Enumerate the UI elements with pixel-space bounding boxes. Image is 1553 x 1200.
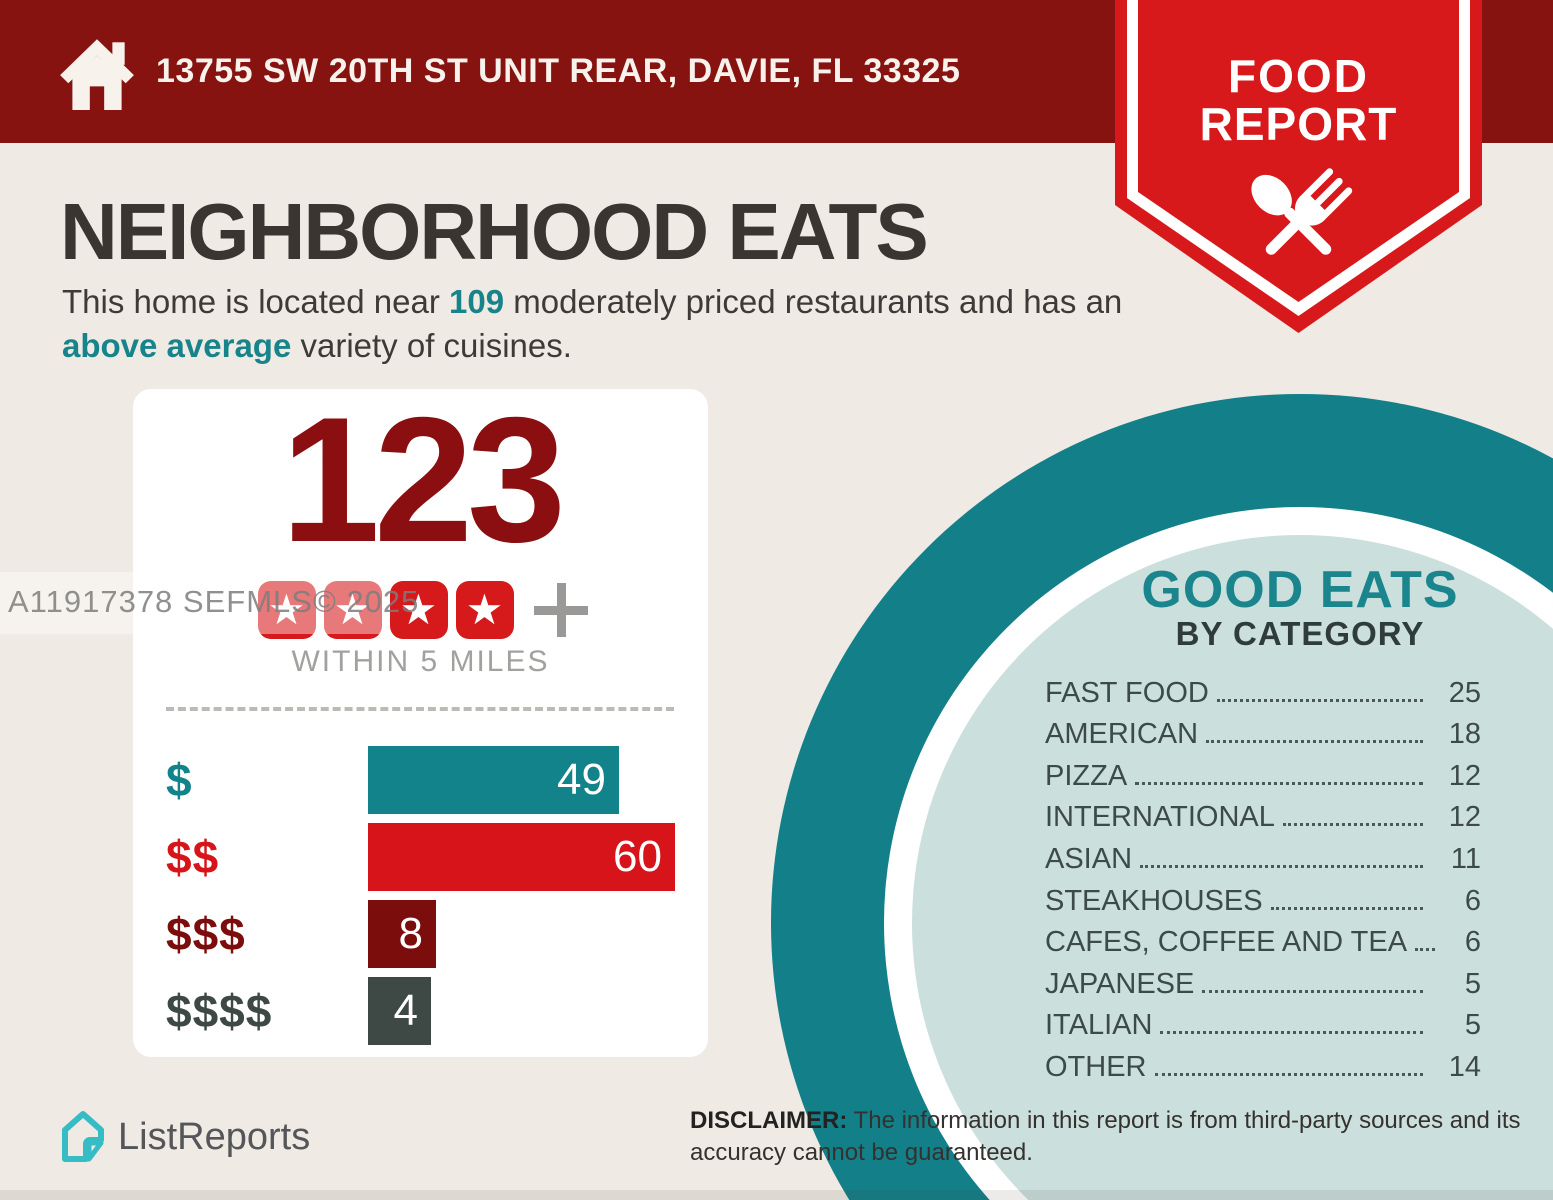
price-level-label: $$$ bbox=[166, 908, 246, 960]
star-icon: ★ bbox=[323, 581, 382, 639]
intro-mid: moderately priced restaurants and has an bbox=[504, 283, 1123, 320]
price-bar-value: 4 bbox=[393, 986, 418, 1035]
price-bar-row: $$$ 8 bbox=[133, 900, 708, 968]
category-label: OTHER bbox=[1045, 1051, 1147, 1084]
restaurant-count: 109 bbox=[449, 283, 505, 320]
price-bar: 8 bbox=[368, 900, 436, 968]
star-glyph: ★ bbox=[267, 585, 306, 634]
category-count: 11 bbox=[1450, 843, 1481, 876]
intro-post: variety of cuisines. bbox=[291, 326, 572, 364]
category-count: 14 bbox=[1448, 1051, 1481, 1084]
category-label: INTERNATIONAL bbox=[1045, 801, 1275, 834]
mls-watermark: A11917378 SEFMLS© 2025 bbox=[8, 584, 420, 619]
good-eats-title: GOOD EATS bbox=[1141, 561, 1459, 619]
price-bar: 60 bbox=[368, 823, 675, 891]
listreports-logo-text: ListReports bbox=[118, 1116, 311, 1158]
dotted-leader bbox=[1282, 823, 1423, 827]
category-row: ASIAN 11 bbox=[1045, 834, 1481, 876]
dotted-leader bbox=[1206, 740, 1423, 744]
price-level-label: $$ bbox=[166, 831, 220, 883]
star-glyph: ★ bbox=[465, 585, 504, 634]
star-glyph: ★ bbox=[399, 585, 438, 634]
category-count: 6 bbox=[1464, 884, 1481, 917]
home-icon bbox=[60, 39, 134, 110]
property-address: 13755 SW 20TH ST UNIT REAR, DAVIE, FL 33… bbox=[156, 52, 961, 90]
spoon-fork-icon bbox=[1251, 168, 1353, 255]
dotted-leader bbox=[1160, 1031, 1423, 1035]
category-count: 25 bbox=[1448, 676, 1481, 709]
good-eats-subtitle: BY CATEGORY bbox=[1175, 615, 1425, 652]
category-row: ITALIAN 5 bbox=[1045, 1001, 1481, 1043]
dashed-divider bbox=[166, 707, 674, 711]
disclaimer-label: DISCLAIMER: bbox=[690, 1107, 848, 1134]
category-row: STEAKHOUSES 6 bbox=[1045, 876, 1481, 918]
category-row: OTHER 14 bbox=[1045, 1042, 1481, 1084]
category-count: 6 bbox=[1464, 926, 1481, 959]
price-bar-row: $$$$ 4 bbox=[133, 977, 708, 1045]
watermark-backdrop bbox=[0, 572, 385, 634]
dotted-leader bbox=[1135, 781, 1423, 785]
category-count: 5 bbox=[1464, 1009, 1481, 1042]
badge-line2: REPORT bbox=[1200, 98, 1398, 150]
price-bar-value: 60 bbox=[613, 832, 662, 881]
price-level-label: $ bbox=[166, 754, 193, 806]
category-row: FAST FOOD 25 bbox=[1045, 668, 1481, 710]
price-bar-value: 8 bbox=[398, 909, 423, 958]
category-label: ITALIAN bbox=[1045, 1009, 1153, 1042]
star-glyph: ★ bbox=[333, 585, 372, 634]
category-row: CAFES, COFFEE AND TEA 6 bbox=[1045, 918, 1481, 960]
total-restaurants-count: 123 bbox=[281, 380, 566, 579]
star-rating: ★ ★ ★ ★ bbox=[254, 581, 518, 639]
category-label: CAFES, COFFEE AND TEA bbox=[1045, 926, 1408, 959]
within-miles-label: WITHIN 5 MILES bbox=[291, 645, 550, 678]
category-row: PIZZA 12 bbox=[1045, 751, 1481, 793]
category-count: 5 bbox=[1464, 967, 1481, 1000]
category-label: STEAKHOUSES bbox=[1045, 884, 1263, 917]
rating-stars-row: ★ ★ ★ ★ bbox=[133, 581, 708, 639]
category-list: FAST FOOD 25 AMERICAN 18 PIZZA 12 INTERNATIONA… bbox=[1045, 668, 1481, 1084]
category-row: INTERNATIONAL 12 bbox=[1045, 793, 1481, 835]
badge-line1: FOOD bbox=[1228, 50, 1369, 102]
bottom-edge-strip bbox=[0, 1190, 1553, 1200]
dotted-leader bbox=[1216, 698, 1423, 702]
category-label: PIZZA bbox=[1045, 759, 1128, 792]
disclaimer-text: DISCLAIMER: The information in this repo… bbox=[690, 1105, 1535, 1169]
price-bar-row: $49 bbox=[133, 746, 708, 814]
price-bar: 4 bbox=[368, 977, 431, 1045]
food-report-badge: FOOD REPORT bbox=[1115, 0, 1482, 333]
price-bar: 49 bbox=[368, 746, 619, 814]
intro-highlight: above average bbox=[62, 326, 292, 364]
price-bar-row: $$ 60 bbox=[133, 823, 708, 891]
category-label: JAPANESE bbox=[1045, 967, 1195, 1000]
star-icon: ★ bbox=[389, 581, 448, 639]
page-title: NEIGHBORHOOD EATS bbox=[60, 187, 929, 276]
category-count: 18 bbox=[1448, 718, 1481, 751]
star-icon: ★ bbox=[257, 581, 316, 639]
dotted-leader bbox=[1140, 864, 1423, 868]
plus-icon bbox=[533, 583, 588, 637]
price-bar-value: 49 bbox=[557, 755, 606, 804]
dotted-leader bbox=[1202, 989, 1423, 993]
category-row: JAPANESE 5 bbox=[1045, 959, 1481, 1001]
category-count: 12 bbox=[1448, 801, 1481, 834]
category-count: 12 bbox=[1448, 759, 1481, 792]
restaurant-stats-card: 123 ★ ★ ★ ★ WITHIN 5 MILES $49 $$ 60 $$$ 8 $$$$ 4 bbox=[133, 389, 708, 1057]
intro-pre: This home is located near bbox=[62, 283, 450, 320]
star-icon: ★ bbox=[455, 581, 514, 639]
dotted-leader bbox=[1270, 906, 1423, 910]
category-label: AMERICAN bbox=[1045, 718, 1199, 751]
dotted-leader bbox=[1415, 948, 1436, 952]
price-level-label: $$$$ bbox=[166, 985, 273, 1037]
listreports-logo-icon bbox=[62, 1111, 104, 1162]
category-label: FAST FOOD bbox=[1045, 676, 1209, 709]
category-label: ASIAN bbox=[1045, 843, 1133, 876]
disclaimer-body: The information in this report is from t… bbox=[690, 1107, 1521, 1166]
intro-text: This home is located near 109 moderately… bbox=[62, 280, 1142, 368]
dotted-leader bbox=[1154, 1072, 1423, 1076]
category-row: AMERICAN 18 bbox=[1045, 710, 1481, 752]
price-level-bar-chart: $49 $$ 60 $$$ 8 $$$$ 4 bbox=[133, 746, 708, 1054]
